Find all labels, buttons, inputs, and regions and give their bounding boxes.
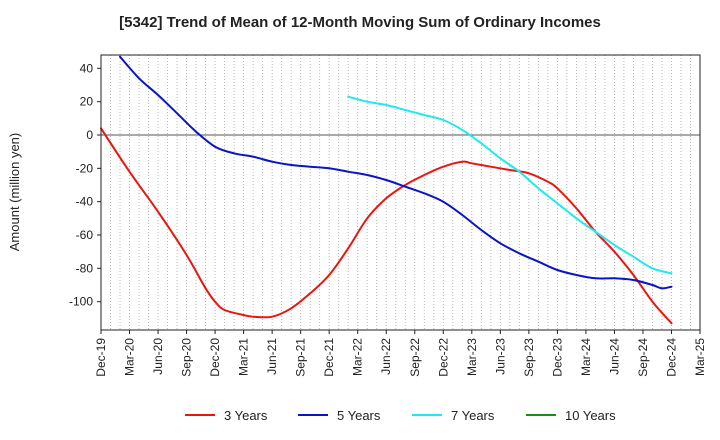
y-tick-label: 40 [80,61,94,75]
series-line-5-years [119,55,673,290]
x-tick-label: Mar-20 [123,338,137,376]
y-tick-label: -100 [69,295,93,309]
y-tick-label: -80 [76,261,94,275]
y-tick-label: -20 [76,161,94,175]
x-tick-label: Sep-21 [294,338,308,377]
x-tick-label: Mar-23 [465,338,479,376]
plot-frame-layer [100,54,701,331]
y-axis-title: Amount (million yen) [7,133,22,252]
legend-label-5-years: 5 Years [337,408,381,423]
x-tick-label: Dec-24 [664,338,678,377]
x-tick-label: Sep-22 [408,338,422,377]
legend-label-10-years: 10 Years [565,408,616,423]
series-line-7-years [347,95,673,275]
x-tick-label: Mar-25 [693,338,707,376]
plot-frame [100,54,701,331]
x-tick-label: Sep-24 [636,338,650,377]
x-tick-label: Dec-22 [436,338,450,377]
x-tick-label: Jun-24 [607,338,621,375]
x-tick-label: Jun-20 [151,338,165,375]
x-tick-label: Sep-23 [522,338,536,377]
y-tick-label: 0 [86,128,93,142]
chart-title: [5342] Trend of Mean of 12-Month Moving … [119,14,601,31]
x-tick-label: Jun-22 [379,338,393,375]
x-axis-ticks: Dec-19 Mar-20 Jun-20 Sep-20 Dec-20 Mar-21 Jun-… [94,330,707,377]
x-tick-label: Jun-21 [265,338,279,375]
y-tick-label: -60 [76,228,94,242]
legend-label-3-years: 3 Years [224,408,268,423]
x-tick-label: Dec-20 [208,338,222,377]
x-tick-label: Jun-23 [493,338,507,375]
x-tick-label: Dec-23 [550,338,564,377]
x-tick-label: Sep-20 [180,338,194,377]
plot-area [101,55,700,330]
x-tick-label: Mar-24 [579,338,593,376]
y-axis-ticks: 40 20 0 -20 -40 -60 -80 -100 [69,61,101,309]
x-tick-label: Dec-21 [322,338,336,377]
x-tick-label: Mar-22 [351,338,365,376]
y-tick-label: 20 [80,95,94,109]
legend: 3 Years 5 Years 7 Years 10 Years [185,408,616,423]
y-tick-label: -40 [76,195,94,209]
series-line-3-years [100,127,673,325]
x-tick-label: Mar-21 [237,338,251,376]
x-tick-label: Dec-19 [94,338,108,377]
grid-layer [101,55,700,330]
legend-label-7-years: 7 Years [451,408,495,423]
series-layer [100,55,673,325]
